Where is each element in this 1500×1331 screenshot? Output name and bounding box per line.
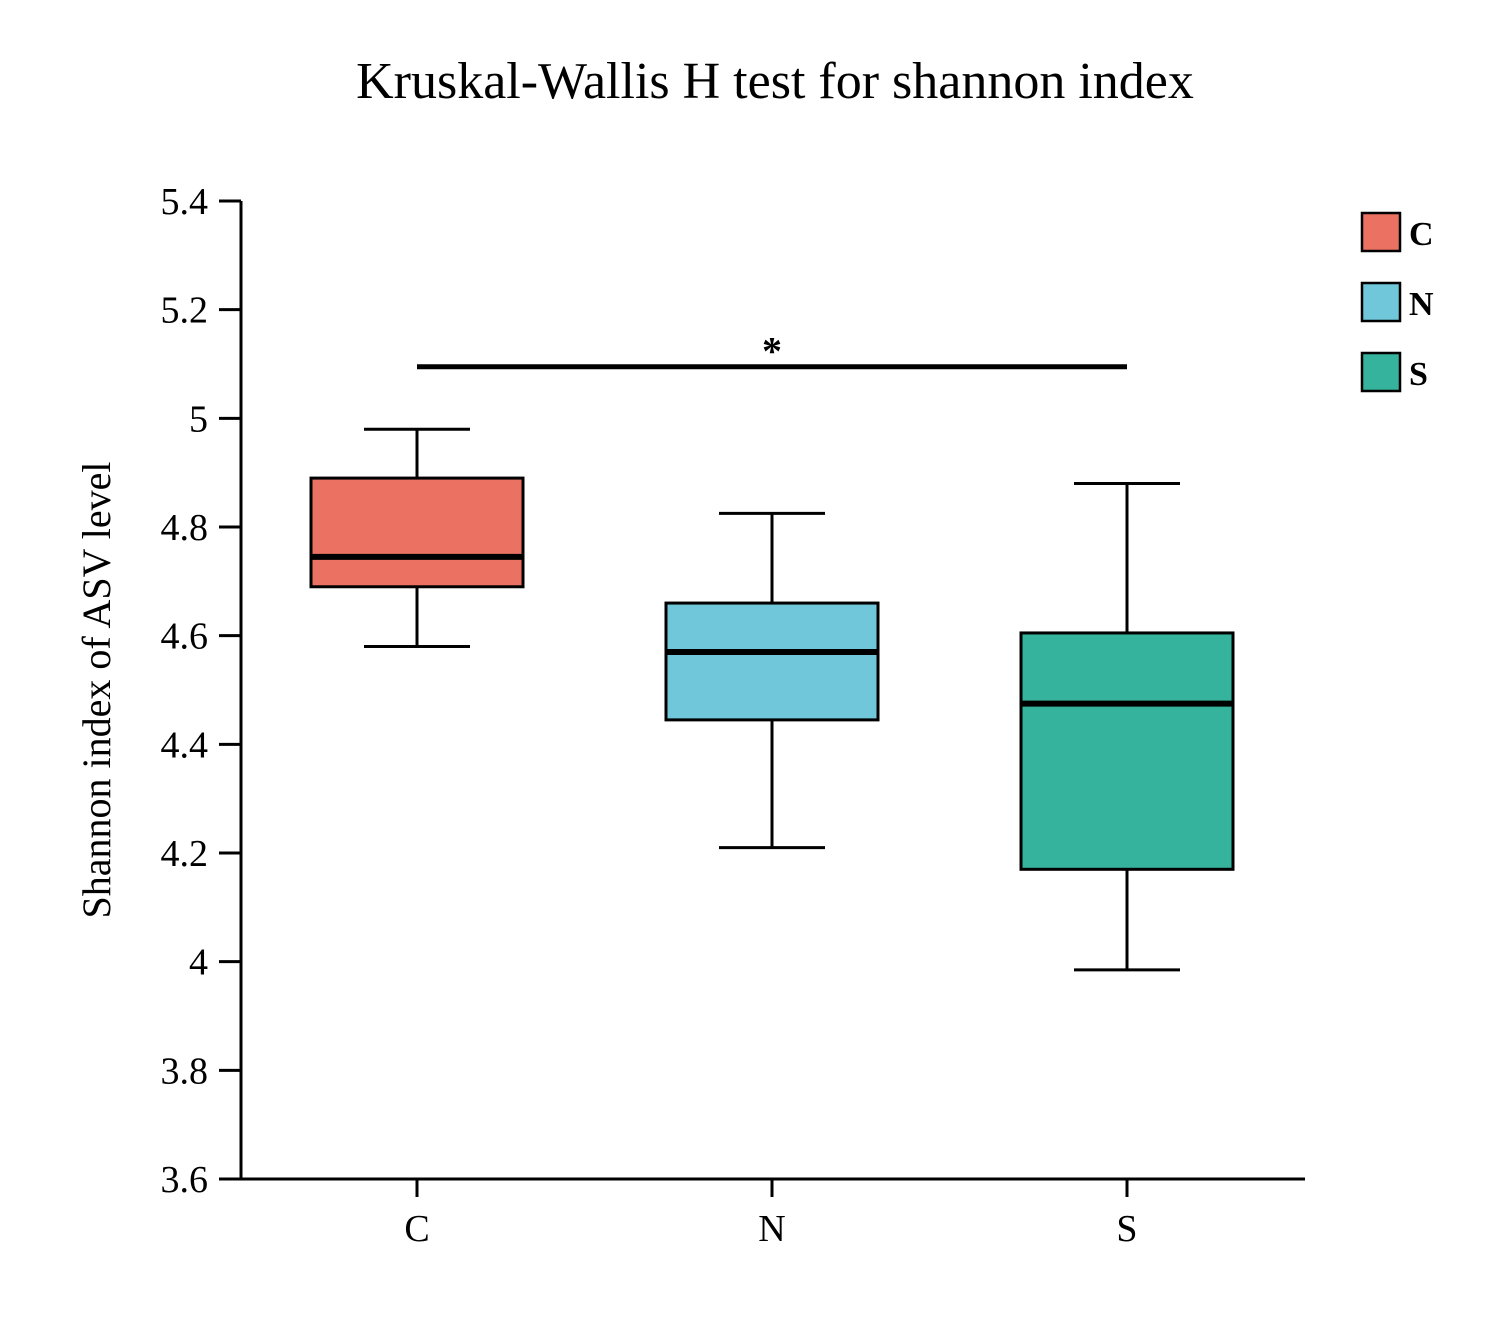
y-tick-label: 4 — [189, 942, 208, 984]
legend-label: N — [1409, 286, 1434, 323]
box-N — [664, 511, 880, 850]
legend-label: C — [1409, 216, 1434, 253]
legend-entry-C: C — [1360, 211, 1434, 253]
legend-swatch — [1360, 211, 1402, 253]
y-tick-label: 4.4 — [161, 724, 209, 766]
box-S — [1019, 482, 1235, 972]
legend-swatch — [1360, 281, 1402, 323]
x-tick-label: C — [404, 1208, 429, 1250]
legend-entry-N: N — [1360, 281, 1434, 323]
chart-title: Kruskal-Wallis H test for shannon index — [356, 53, 1194, 110]
iqr-box — [309, 476, 525, 589]
y-tick-label: 5 — [189, 398, 208, 440]
y-tick-label: 4.6 — [161, 616, 209, 658]
y-tick-label: 3.8 — [161, 1050, 209, 1092]
legend-swatch — [1360, 351, 1402, 393]
y-tick-label: 4.8 — [161, 507, 209, 549]
x-tick-label: S — [1116, 1208, 1137, 1250]
y-axis-title: Shannon index of ASV level — [74, 461, 119, 918]
y-tick-label: 5.4 — [161, 181, 209, 223]
plot-area — [309, 427, 1235, 972]
iqr-box — [664, 601, 880, 722]
y-axis: 3.6 3.8 4 4.2 4.4 4.6 4.8 5 5.2 5.4 — [161, 181, 243, 1201]
significance-bracket: * — [417, 329, 1127, 374]
iqr-box — [1019, 631, 1235, 871]
legend-label: S — [1409, 356, 1428, 393]
y-tick-label: 3.6 — [161, 1159, 209, 1201]
y-tick-label: 5.2 — [161, 290, 209, 332]
legend-entry-S: S — [1360, 351, 1428, 393]
y-tick-label: 4.2 — [161, 833, 209, 875]
legend: CNS — [1360, 211, 1434, 393]
significance-label: * — [762, 329, 782, 374]
x-tick-label: N — [758, 1208, 785, 1250]
box-C — [309, 427, 525, 649]
